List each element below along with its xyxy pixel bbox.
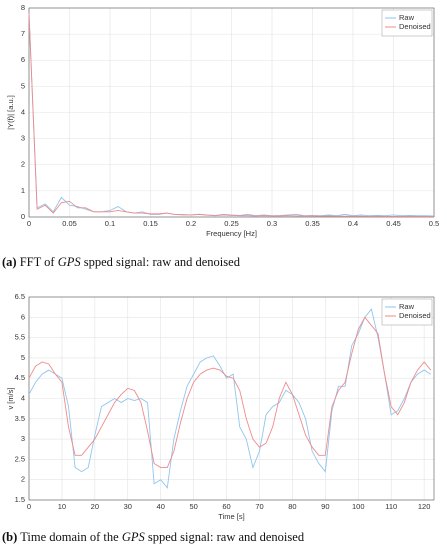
legend-label: Raw	[399, 13, 415, 22]
x-tick-label: 90	[321, 502, 329, 511]
caption-label: (b)	[2, 530, 18, 544]
plot-frame	[28, 296, 435, 501]
caption: (b) Time domain of the GPS spped signal:…	[2, 530, 304, 545]
x-tick-label: 0	[27, 502, 31, 511]
y-tick-label: 2	[21, 475, 25, 484]
x-tick-label: 0.15	[143, 219, 158, 228]
y-tick-label: 5	[21, 353, 25, 362]
x-tick-label: 0.4	[348, 219, 358, 228]
x-axis-label: Frequency [Hz]	[206, 229, 257, 238]
x-tick-label: 30	[124, 502, 132, 511]
x-tick-label: 0.1	[105, 219, 115, 228]
x-tick-label: 0.35	[305, 219, 320, 228]
caption-term: GPS	[121, 530, 145, 544]
y-tick-label: 5.5	[15, 333, 25, 342]
caption: (a) FFT of GPS spped signal: raw and den…	[2, 255, 240, 270]
y-tick-label: 4	[21, 107, 25, 116]
caption-label: (a)	[2, 255, 17, 269]
x-tick-label: 40	[157, 502, 165, 511]
caption-text: FFT of	[19, 255, 55, 269]
x-tick-label: 0.3	[267, 219, 277, 228]
y-tick-label: 4.5	[15, 373, 25, 382]
legend-label: Raw	[399, 302, 415, 311]
x-tick-label: 0	[27, 219, 31, 228]
x-tick-label: 120	[418, 502, 431, 511]
x-tick-label: 70	[255, 502, 263, 511]
x-tick-label: 10	[58, 502, 66, 511]
caption-text: spped signal: raw and denoised	[83, 255, 240, 269]
legend-label: Denoised	[399, 22, 431, 31]
y-tick-label: 1.5	[15, 495, 25, 504]
y-tick-label: 2.5	[15, 454, 25, 463]
x-tick-label: 80	[288, 502, 296, 511]
y-tick-label: 3	[21, 434, 25, 443]
y-tick-label: 4	[21, 393, 25, 402]
y-tick-label: 3	[21, 134, 25, 143]
y-tick-label: 6	[21, 55, 25, 64]
caption-term: GPS	[57, 255, 81, 269]
y-tick-label: 5	[21, 81, 25, 90]
x-tick-label: 60	[222, 502, 230, 511]
series-line	[28, 316, 432, 468]
y-tick-label: 3.5	[15, 414, 25, 423]
x-tick-label: 0.5	[429, 219, 439, 228]
y-tick-label: 7	[21, 29, 25, 38]
x-tick-label: 110	[385, 502, 397, 511]
y-tick-label: 8	[21, 3, 25, 12]
legend-box	[381, 9, 433, 37]
y-axis-label: v [m/s]	[6, 387, 15, 409]
y-axis-label: |Y(f)| [a.u.]	[6, 95, 15, 130]
x-tick-label: 0.05	[62, 219, 77, 228]
series-line	[28, 13, 434, 217]
x-tick-label: 100	[352, 502, 365, 511]
legend-box	[381, 298, 433, 326]
y-tick-label: 6	[21, 312, 25, 321]
x-tick-label: 0.2	[186, 219, 196, 228]
caption-text: spped signal: raw and denoised	[147, 530, 305, 544]
y-tick-label: 6.5	[15, 292, 25, 301]
y-tick-label: 2	[21, 160, 25, 169]
plot-frame	[28, 7, 435, 218]
x-tick-label: 20	[91, 502, 99, 511]
x-tick-label: 0.25	[224, 219, 239, 228]
x-axis-label: Time [s]	[218, 512, 244, 521]
y-tick-label: 0	[21, 212, 25, 221]
legend-label: Denoised	[399, 311, 431, 320]
y-tick-label: 1	[21, 186, 25, 195]
x-tick-label: 50	[189, 502, 197, 511]
caption-text: Time domain of the	[20, 530, 119, 544]
x-tick-label: 0.45	[386, 219, 401, 228]
